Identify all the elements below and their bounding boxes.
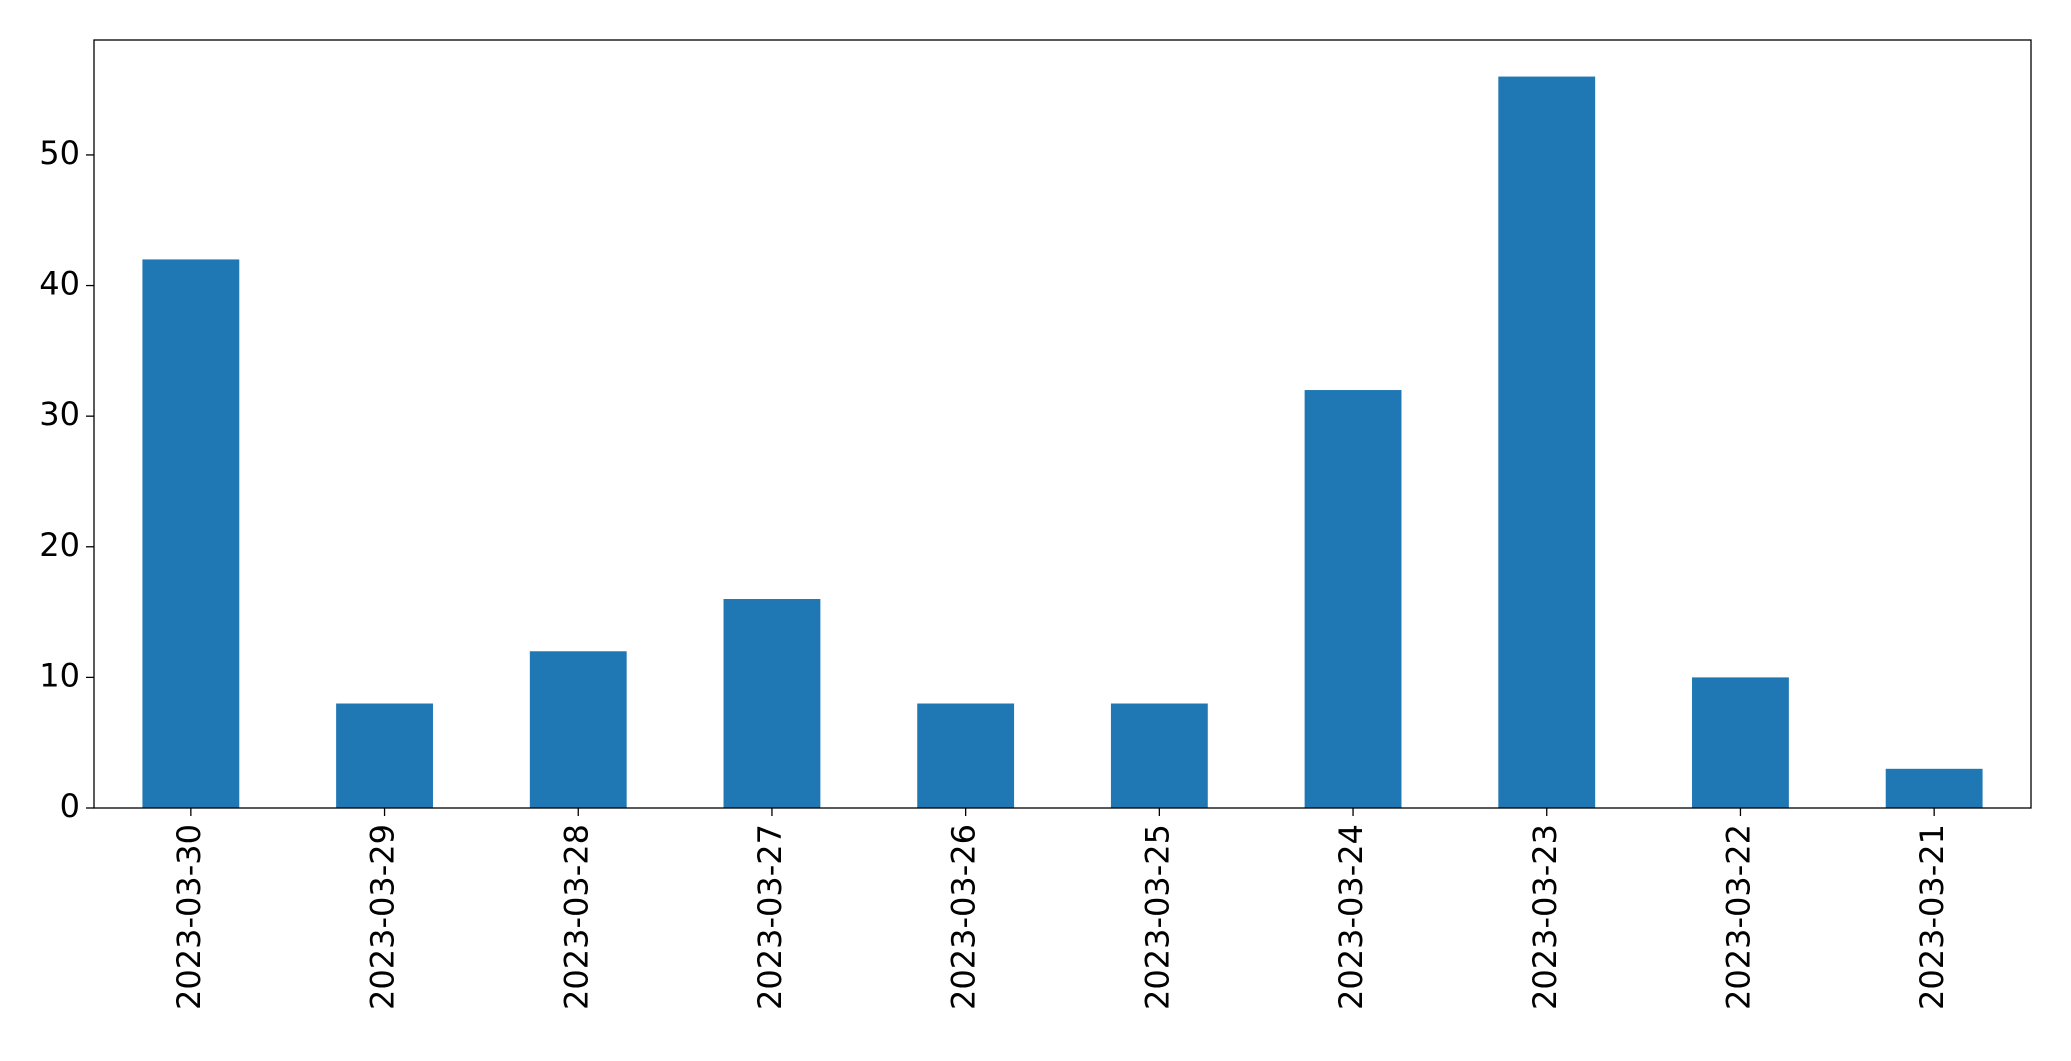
bar	[336, 703, 433, 808]
bar	[1304, 390, 1402, 808]
bar	[917, 703, 1015, 808]
y-tick-label: 50	[39, 134, 80, 172]
y-tick-label: 10	[39, 656, 80, 694]
x-tick-label: 2023-03-22	[1719, 824, 1757, 1010]
y-tick-label: 20	[39, 526, 80, 564]
x-tick-label: 2023-03-26	[945, 824, 983, 1010]
bar	[1110, 703, 1208, 808]
bar	[1885, 768, 1983, 808]
y-tick-label: 30	[39, 395, 80, 433]
x-tick-label: 2023-03-23	[1526, 824, 1564, 1010]
x-tick-label: 2023-03-28	[557, 824, 595, 1010]
x-tick-label: 2023-03-29	[364, 824, 402, 1010]
bar	[723, 599, 821, 808]
bar	[529, 651, 627, 808]
bar	[142, 259, 240, 808]
bar	[1692, 677, 1789, 808]
x-tick-label: 2023-03-27	[751, 824, 789, 1010]
bar	[1498, 76, 1596, 809]
y-tick-label: 40	[39, 265, 80, 303]
x-tick-label: 2023-03-24	[1332, 824, 1370, 1010]
x-tick-label: 2023-03-25	[1138, 824, 1176, 1010]
y-tick-label: 0	[60, 787, 80, 825]
x-tick-label: 2023-03-21	[1913, 824, 1951, 1010]
plot-frame	[93, 39, 2032, 809]
x-tick-label: 2023-03-30	[170, 824, 208, 1010]
